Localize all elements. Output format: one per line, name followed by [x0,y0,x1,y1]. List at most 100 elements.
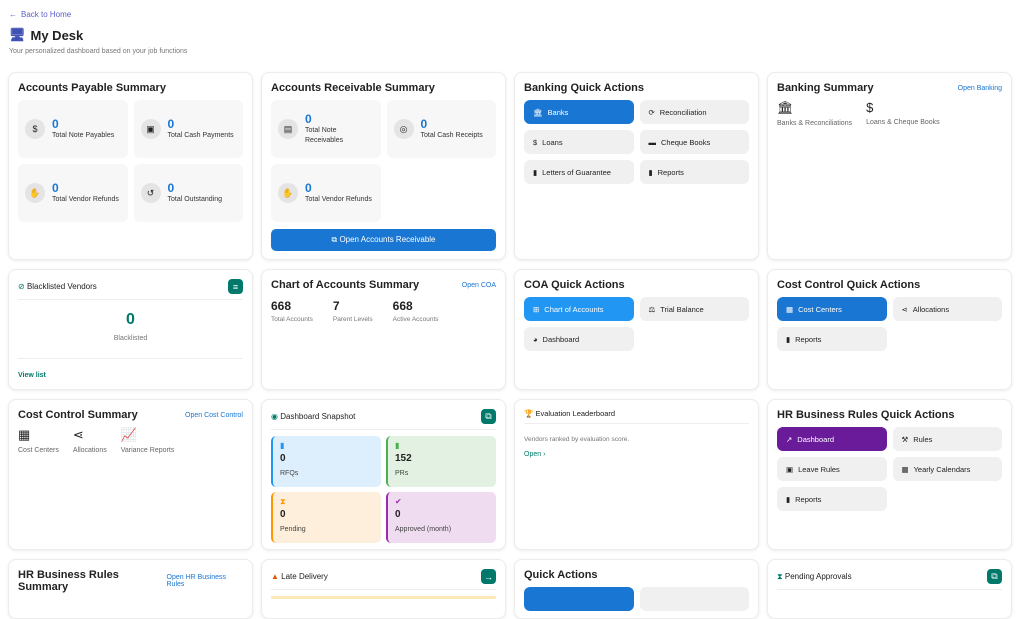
quick-action-button[interactable] [639,587,749,611]
chart-of-accounts-button[interactable]: ⊞ Chart of Accounts [524,297,634,321]
variance-reports-item[interactable]: 📈 Variance Reports [120,427,175,454]
gavel-icon: ⚒ [901,434,909,444]
monitor-icon: 🖥 [9,27,26,42]
building-icon: ▦ [18,427,31,442]
check-circle-icon: ✔ [395,497,402,506]
hand-dollar-icon: $ [25,119,45,139]
scale-icon: ⚖ [648,304,656,314]
stat-outstanding: ↺ 0 Total Outstanding [133,164,243,222]
allocations-button[interactable]: ⋖ Allocations [892,297,1002,321]
hr-quick-actions-card: HR Business Rules Quick Actions ↗ Dashboa… [767,399,1012,550]
coa-summary-card: Chart of Accounts Summary Open COA 668 Tot… [261,269,506,390]
stat-vendor-refunds: ✋ 0 Total Vendor Refunds [18,164,128,222]
snapshot-pending[interactable]: ⧗ 0 Pending [271,492,381,543]
cost-centers-button[interactable]: ▦ Cost Centers [777,297,887,321]
file-icon: ▮ [533,167,538,177]
dashboard-snapshot-card: ◉ Dashboard Snapshot ⧉ ▮ 0 RFQs ▮ 152 PRs ⧗ 0 P… [261,399,506,550]
money-icon: ▣ [140,119,161,139]
page-subtitle: Your personalized dashboard based on you… [9,48,188,55]
banks-button[interactable]: 🏛 Banks [524,100,634,124]
calendar-icon: ▣ [786,464,794,474]
quick-actions-card: Quick Actions [514,559,759,619]
external-link-icon[interactable]: ⧉ [987,569,1002,584]
open-banking-link[interactable]: Open Banking [957,84,1002,92]
back-to-home-link[interactable]: ← Back to Home [9,10,72,19]
file-icon: ▮ [786,334,791,344]
banks-reconciliations-item[interactable]: 🏛 Banks & Reconciliations [777,100,853,127]
accounts-payable-card: Accounts Payable Summary $0 Total Note Pa… [8,72,253,260]
calendar-icon: ▦ [901,464,909,474]
reports-button[interactable]: ▮ Reports [777,327,887,351]
file-icon: ▮ [395,441,400,450]
document-icon: ▤ [278,119,298,139]
accounts-receivable-card: Accounts Receivable Summary ▤ 0 Total Note… [261,72,506,260]
arrow-right-icon[interactable]: → [481,569,496,584]
yearly-calendars-button[interactable]: ▦ Yearly Calendars [892,457,1002,481]
handshake-icon: ✋ [278,183,298,203]
snapshot-approved[interactable]: ✔ 0 Approved (month) [386,492,496,543]
gauge-icon: ◉ [271,412,278,421]
cost-control-summary-card: Cost Control Summary Open Cost Control ▦ C… [8,399,253,550]
warning-icon: ▲ [271,572,279,581]
cheque-icon: ▬ [648,137,657,147]
coins-icon: ◎ [393,119,414,139]
hourglass-icon: ⧗ [777,571,783,581]
sync-icon: ⟳ [648,107,655,117]
cost-centers-item[interactable]: ▦ Cost Centers [18,427,59,454]
snapshot-prs[interactable]: ▮ 152 PRs [386,436,496,487]
open-accounts-receivable-button[interactable]: ⧉ Open Accounts Receivable [271,229,496,251]
stat-note-receivables: ▤ 0 Total Note Receivables [271,100,381,158]
cost-control-quick-actions-card: Cost Control Quick Actions ▦ Cost Centers… [767,269,1012,390]
dashboard-button[interactable]: ◕ Dashboard [524,327,634,351]
stat-vendor-refunds: ✋ 0 Total Vendor Refunds [271,164,381,222]
file-icon: ▮ [786,494,791,504]
pending-approvals-card: ⧗ Pending Approvals ⧉ [767,559,1012,619]
reconciliation-button[interactable]: ⟳ Reconciliation [639,100,749,124]
hourglass-icon: ⧗ [280,497,286,506]
file-icon: ▮ [280,441,285,450]
coa-quick-actions-card: COA Quick Actions ⊞ Chart of Accounts ⚖ Tr… [514,269,759,390]
file-icon: ▮ [648,167,653,177]
view-list-link[interactable]: View list [18,372,46,379]
line-chart-icon: ↗ [786,434,793,444]
pie-chart-icon: ◕ [533,334,538,344]
open-leaderboard-link[interactable]: Open › [524,451,546,458]
reports-button[interactable]: ▮ Reports [639,160,749,184]
bank-icon: 🏛 [777,100,794,115]
loans-button[interactable]: $ Loans [524,130,634,154]
hr-dashboard-button[interactable]: ↗ Dashboard [777,427,887,451]
snapshot-rfqs[interactable]: ▮ 0 RFQs [271,436,381,487]
page-title: 🖥 My Desk [9,27,84,43]
bank-icon: 🏛 [533,107,543,117]
open-coa-link[interactable]: Open COA [461,281,496,289]
external-link-icon: ⧉ [331,235,340,244]
trophy-icon: 🏆 [524,409,534,418]
hand-dollar-icon: $ [866,100,874,115]
rules-button[interactable]: ⚒ Rules [892,427,1002,451]
building-icon: ▦ [786,304,794,314]
ban-icon: ⊘ [18,282,25,291]
stat-cash-receipts: ◎ 0 Total Cash Receipts [386,100,496,158]
stat-note-payables: $0 Total Note Payables [18,100,128,158]
external-link-icon[interactable]: ⧉ [481,409,496,424]
stat-cash-payments: ▣ 0 Total Cash Payments [133,100,243,158]
handshake-icon: ✋ [25,183,45,203]
blacklisted-vendors-card: ⊘ Blacklisted Vendors ≡ 0 Blacklisted View… [8,269,253,390]
letters-of-guarantee-button[interactable]: ▮ Letters of Guarantee [524,160,634,184]
chevron-right-icon: › [543,451,546,458]
open-hr-business-rules-link[interactable]: Open HR Business Rules [166,574,227,588]
banking-summary-card: Banking Summary Open Banking 🏛 Banks & Rec… [767,72,1012,260]
reports-button[interactable]: ▮ Reports [777,487,887,511]
share-icon: ⋖ [72,427,84,442]
undo-icon: ↺ [140,183,161,203]
open-cost-control-link[interactable]: Open Cost Control [185,411,243,419]
list-icon[interactable]: ≡ [228,279,243,294]
loans-cheque-books-item[interactable]: $ Loans & Cheque Books [866,100,940,126]
leave-rules-button[interactable]: ▣ Leave Rules [777,457,887,481]
allocations-item[interactable]: ⋖ Allocations [72,427,107,454]
arrow-left-icon: ← [9,10,17,19]
trial-balance-button[interactable]: ⚖ Trial Balance [639,297,749,321]
cheque-books-button[interactable]: ▬ Cheque Books [639,130,749,154]
quick-action-button[interactable] [524,587,634,611]
line-chart-icon: 📈 [120,427,137,442]
